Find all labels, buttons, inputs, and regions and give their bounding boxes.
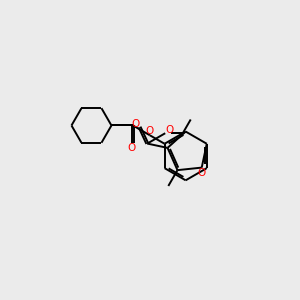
- Text: O: O: [146, 126, 154, 136]
- Text: O: O: [198, 168, 206, 178]
- Text: O: O: [127, 143, 136, 153]
- Text: O: O: [166, 125, 174, 135]
- Text: O: O: [132, 119, 140, 129]
